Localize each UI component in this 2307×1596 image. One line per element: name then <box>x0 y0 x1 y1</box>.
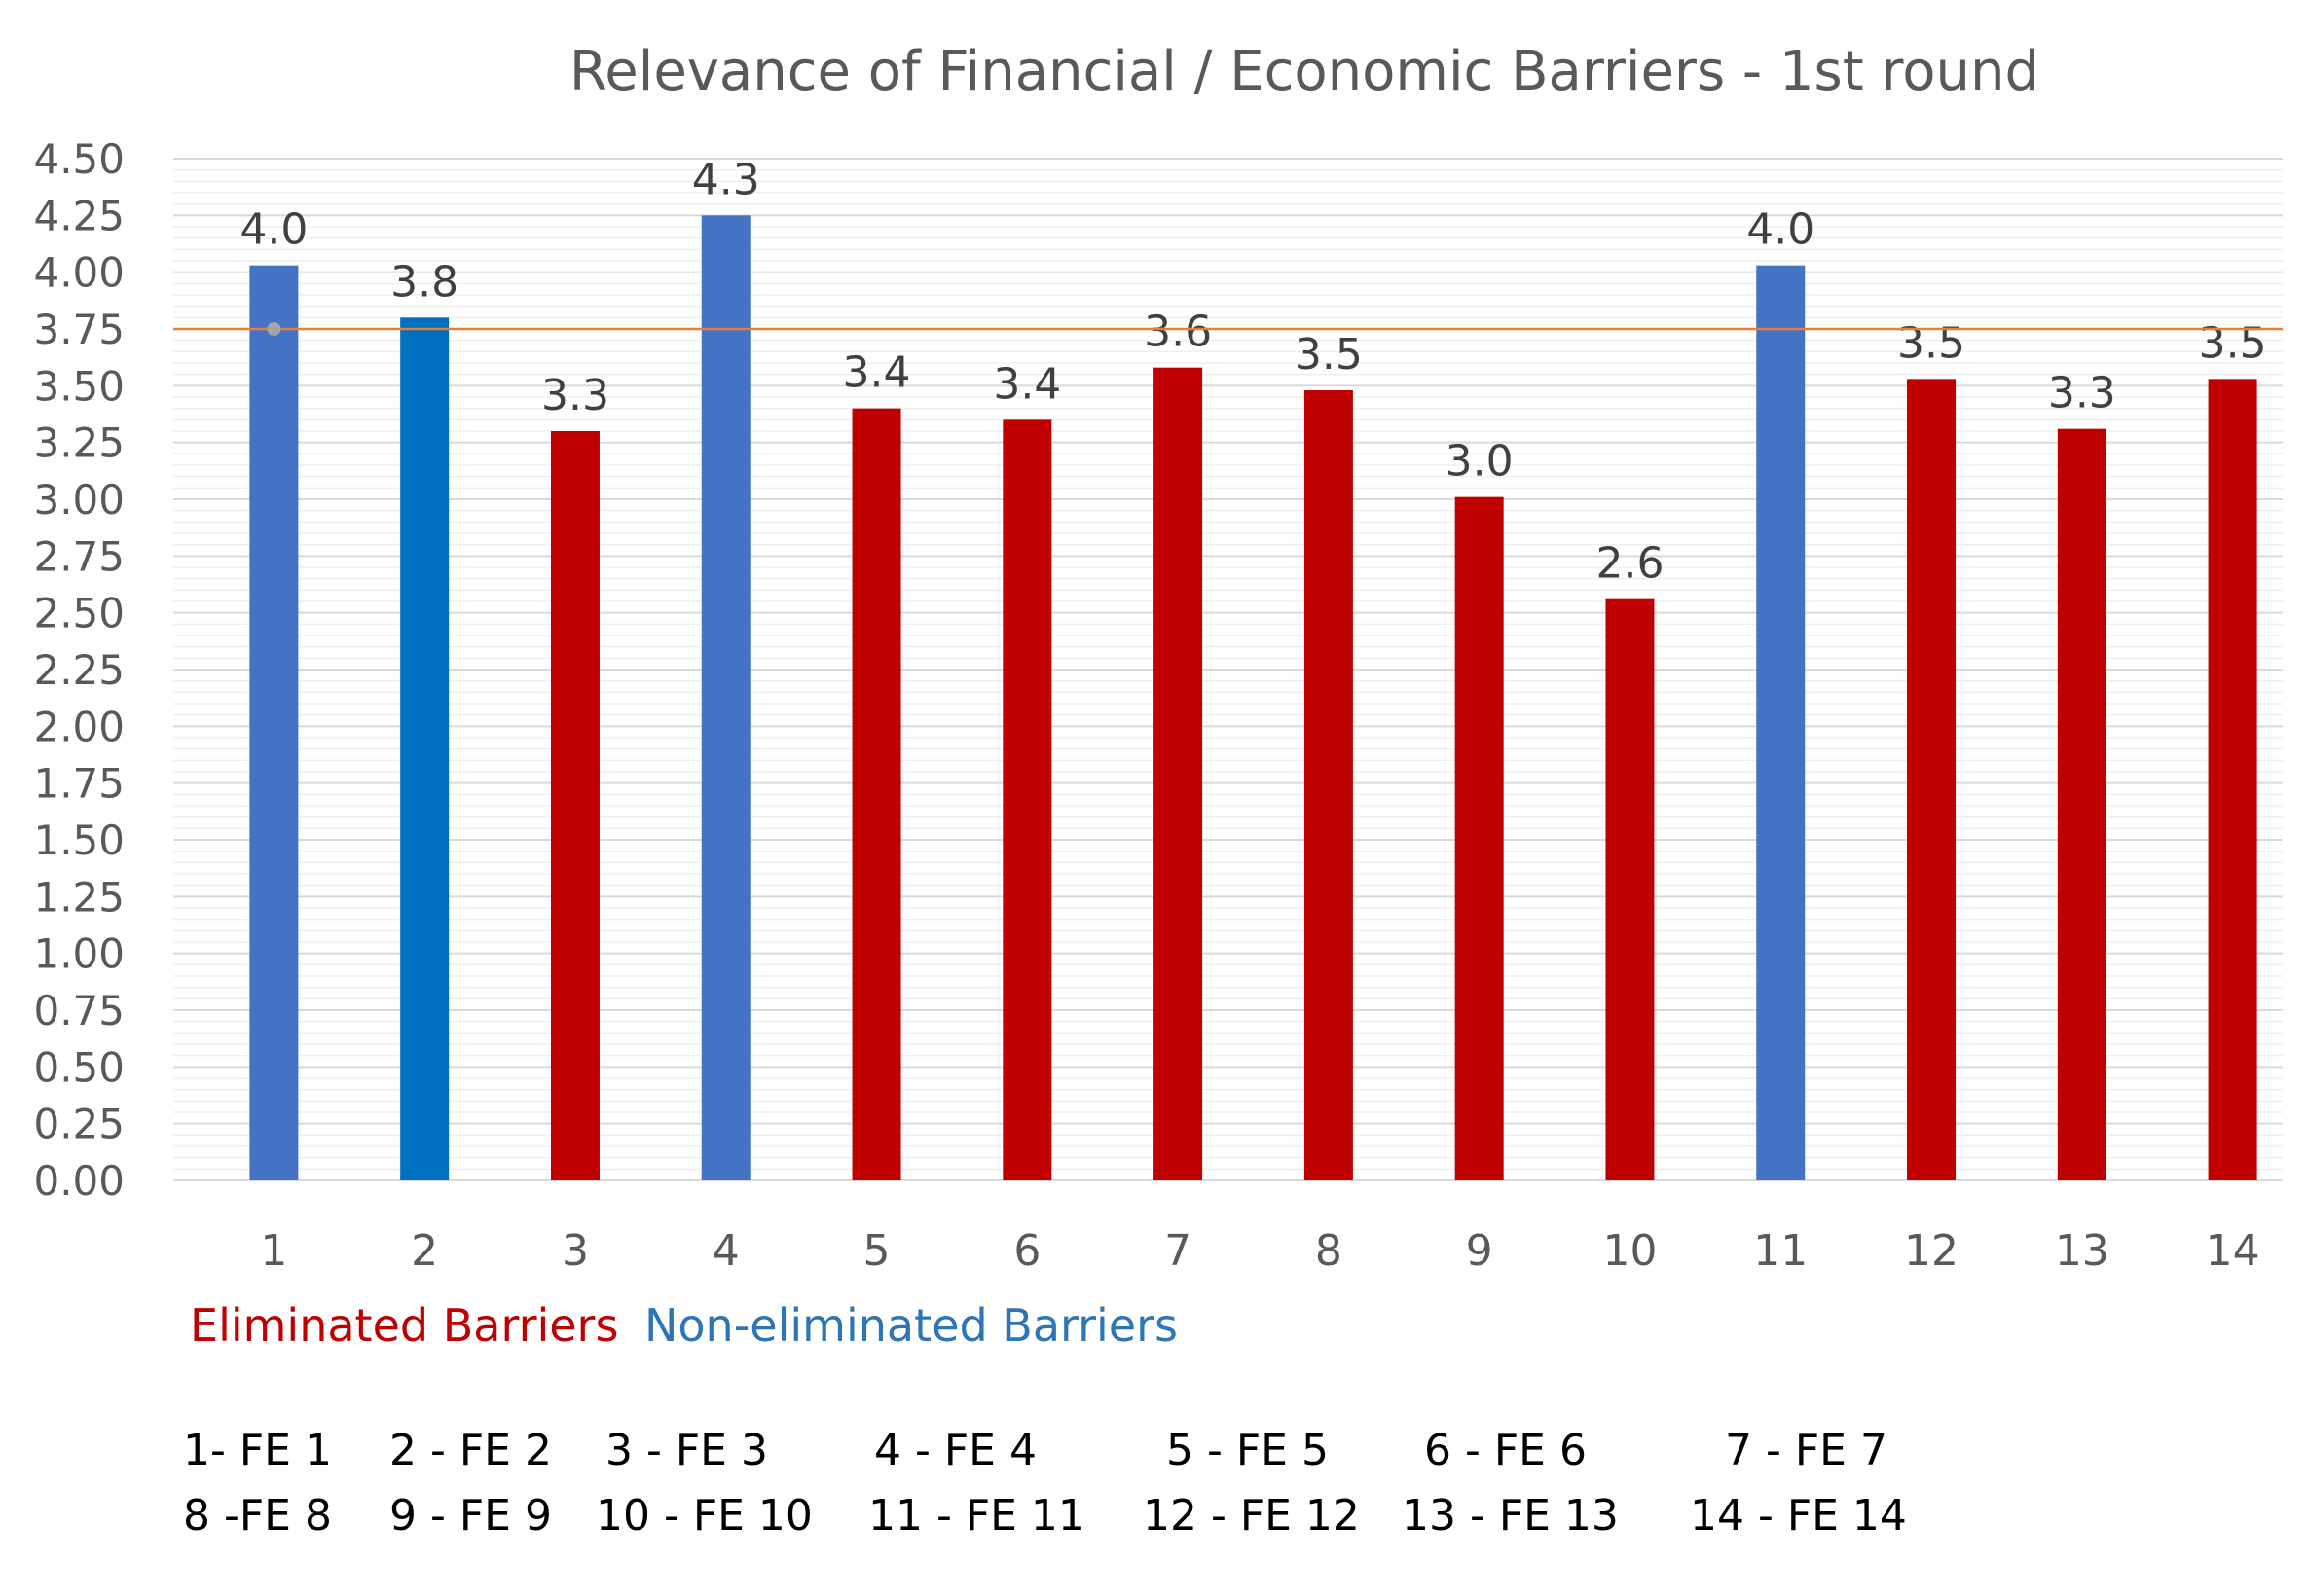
data-label: 3.3 <box>2048 369 2116 418</box>
mapping-item: 10 - FE 10 <box>596 1491 813 1541</box>
x-tick-label: 10 <box>1602 1226 1657 1276</box>
mapping-item: 2 - FE 2 <box>389 1426 552 1475</box>
x-tick-label: 5 <box>863 1226 891 1276</box>
data-label: 3.4 <box>843 348 911 398</box>
x-tick-label: 4 <box>713 1226 740 1276</box>
x-tick-label: 6 <box>1013 1226 1041 1276</box>
data-label: 3.5 <box>2199 318 2267 368</box>
mapping-item: 4 - FE 4 <box>874 1426 1037 1475</box>
y-tick-label: 4.00 <box>33 249 125 297</box>
y-tick-label: 0.25 <box>33 1101 125 1148</box>
mapping-item: 7 - FE 7 <box>1725 1426 1887 1475</box>
x-tick-label: 9 <box>1466 1226 1493 1276</box>
bar <box>1605 598 1655 1180</box>
y-tick-label: 0.00 <box>33 1157 125 1205</box>
x-tick-label: 8 <box>1315 1226 1342 1276</box>
bar <box>400 317 450 1180</box>
x-tick-label: 2 <box>411 1226 438 1276</box>
y-tick-label: 3.75 <box>33 306 125 353</box>
x-axis: 1 2 3 4 5 6 7 8 9 10 11 12 13 14 <box>260 1226 2259 1276</box>
bar <box>2057 428 2106 1181</box>
y-tick-label: 2.00 <box>33 703 125 750</box>
data-label: 3.6 <box>1144 308 1212 357</box>
x-tick-label: 13 <box>2055 1226 2109 1276</box>
data-label: 3.4 <box>993 359 1061 409</box>
data-label: 3.0 <box>1446 437 1514 487</box>
gridlines <box>173 158 2283 1181</box>
x-tick-label: 1 <box>260 1226 287 1276</box>
data-label: 4.0 <box>1746 205 1814 255</box>
threshold-marker <box>267 322 281 336</box>
mapping-item: 13 - FE 13 <box>1402 1491 1619 1541</box>
chart-title: Relevance of Financial / Economic Barrie… <box>569 40 2039 103</box>
bar <box>1154 367 1203 1181</box>
bar <box>249 265 299 1181</box>
mapping-item: 12 - FE 12 <box>1143 1491 1360 1541</box>
legend-non-eliminated-label: Non-eliminated Barriers <box>644 1299 1178 1352</box>
data-label: 3.5 <box>1897 318 1965 368</box>
y-tick-label: 2.25 <box>33 646 125 694</box>
y-tick-label: 4.50 <box>33 135 125 183</box>
y-tick-label: 1.25 <box>33 873 125 921</box>
data-label: 4.0 <box>239 205 308 255</box>
y-tick-label: 3.50 <box>33 362 125 410</box>
bar <box>2208 379 2257 1180</box>
bar <box>550 431 600 1180</box>
bar <box>1756 265 1806 1181</box>
legend-non-eliminated: Non-eliminated Barriers <box>644 1299 1178 1352</box>
y-tick-label: 1.75 <box>33 760 125 808</box>
mapping-item: 8 -FE 8 <box>183 1491 332 1541</box>
y-tick-label: 3.00 <box>33 476 125 524</box>
mapping-item: 9 - FE 9 <box>389 1491 552 1541</box>
mapping-item: 6 - FE 6 <box>1424 1426 1587 1475</box>
y-tick-label: 0.75 <box>33 987 125 1034</box>
mapping-item: 5 - FE 5 <box>1166 1426 1329 1475</box>
bar <box>701 215 751 1181</box>
y-tick-label: 1.50 <box>33 816 125 864</box>
mapping-item: 3 - FE 3 <box>605 1426 768 1475</box>
data-label: 3.8 <box>390 257 458 307</box>
y-tick-label: 4.25 <box>33 192 125 239</box>
data-label: 3.5 <box>1295 330 1363 380</box>
y-tick-label: 0.50 <box>33 1043 125 1091</box>
x-tick-label: 7 <box>1164 1226 1191 1276</box>
legend-eliminated: Eliminated Barriers <box>190 1299 618 1352</box>
mapping-item: 14 - FE 14 <box>1690 1491 1907 1541</box>
y-axis: 0.00 0.25 0.50 0.75 1.00 1.25 1.50 1.75 2.00 2.25… <box>33 135 125 1205</box>
data-label: 4.3 <box>692 155 760 204</box>
y-tick-label: 2.75 <box>33 532 125 580</box>
bar <box>1303 390 1353 1180</box>
threshold-line-group <box>173 322 2283 336</box>
y-tick-label: 2.50 <box>33 590 125 637</box>
mapping-item: 11 - FE 11 <box>868 1491 1085 1541</box>
mapping-item: 1- FE 1 <box>183 1426 332 1475</box>
bar <box>1454 496 1504 1181</box>
data-label: 3.3 <box>541 371 609 420</box>
x-tick-label: 3 <box>562 1226 589 1276</box>
bar <box>852 408 901 1181</box>
bar <box>1907 379 1957 1180</box>
x-tick-label: 12 <box>1904 1226 1959 1276</box>
data-labels: 4.0 3.8 3.3 4.3 3.4 3.4 3.6 3.5 3.0 2.6 4.0 3.5 3.3 3… <box>239 155 2266 588</box>
bars <box>249 215 2257 1181</box>
y-tick-label: 3.25 <box>33 419 125 467</box>
data-label: 2.6 <box>1595 539 1664 589</box>
x-tick-label: 11 <box>1753 1226 1808 1276</box>
x-tick-label: 14 <box>2206 1226 2260 1276</box>
y-tick-label: 1.00 <box>33 930 125 978</box>
legend-eliminated-label: Eliminated Barriers <box>190 1299 619 1352</box>
bar <box>1003 419 1052 1180</box>
